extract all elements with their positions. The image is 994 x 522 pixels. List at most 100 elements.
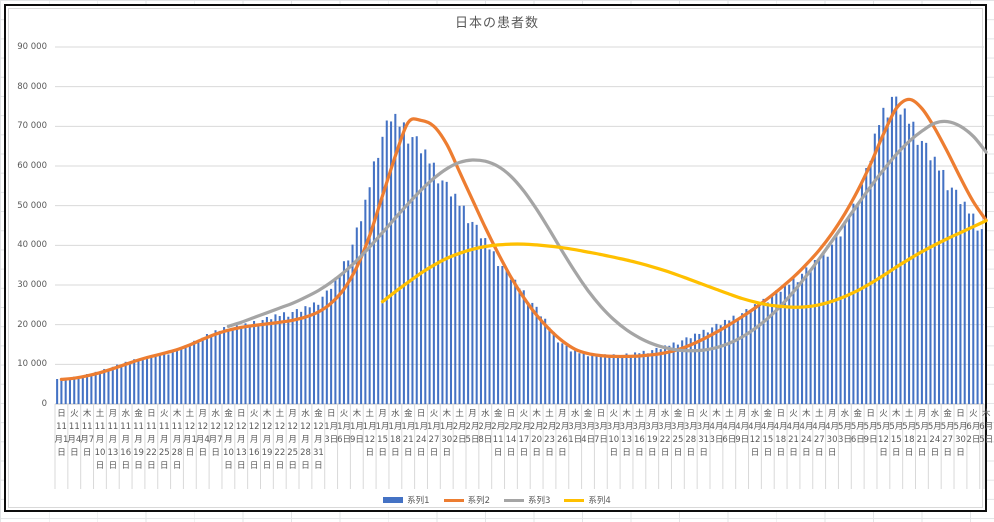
legend-item-1[interactable]: 系列1 (383, 494, 430, 506)
bar[interactable] (304, 306, 307, 404)
bar[interactable] (214, 330, 217, 404)
bar[interactable] (856, 204, 859, 404)
bar[interactable] (933, 156, 936, 404)
bar[interactable] (205, 334, 208, 404)
bar[interactable] (68, 378, 71, 404)
bar[interactable] (368, 187, 371, 404)
bar[interactable] (715, 323, 718, 404)
bar[interactable] (548, 327, 551, 404)
bar[interactable] (235, 325, 238, 404)
bar[interactable] (295, 309, 298, 404)
bar[interactable] (890, 96, 893, 405)
bar[interactable] (591, 354, 594, 404)
bar[interactable] (822, 251, 825, 404)
bar[interactable] (574, 350, 577, 404)
bar[interactable] (788, 284, 791, 404)
bar[interactable] (210, 334, 213, 404)
bar[interactable] (94, 371, 97, 404)
bar[interactable] (655, 347, 658, 404)
bar[interactable] (180, 349, 183, 404)
bar[interactable] (77, 377, 80, 404)
bar[interactable] (103, 368, 106, 404)
bar[interactable] (385, 120, 388, 405)
bar[interactable] (706, 332, 709, 404)
bar[interactable] (342, 261, 345, 404)
bar[interactable] (664, 345, 667, 404)
bar[interactable] (552, 331, 555, 404)
bar[interactable] (925, 142, 928, 405)
bar[interactable] (124, 361, 127, 404)
bar[interactable] (685, 337, 688, 404)
bar[interactable] (779, 291, 782, 404)
bar[interactable] (586, 356, 590, 404)
bar[interactable] (471, 221, 474, 404)
bar[interactable] (920, 140, 923, 404)
bar[interactable] (133, 359, 136, 404)
bar[interactable] (753, 304, 756, 404)
bar[interactable] (912, 121, 915, 405)
bar[interactable] (852, 203, 855, 404)
bar[interactable] (736, 318, 739, 404)
bar[interactable] (312, 302, 316, 404)
line-series-系列3[interactable] (226, 119, 988, 353)
bar[interactable] (334, 277, 337, 404)
bar[interactable] (338, 275, 341, 404)
bar[interactable] (419, 153, 423, 404)
bar[interactable] (462, 205, 465, 404)
bar[interactable] (518, 288, 521, 404)
bar[interactable] (522, 290, 525, 404)
bar[interactable] (745, 309, 748, 404)
bar[interactable] (527, 302, 530, 404)
bar[interactable] (955, 189, 958, 404)
bar[interactable] (351, 244, 354, 404)
bar[interactable] (818, 260, 821, 404)
bar[interactable] (398, 126, 401, 405)
bar[interactable] (668, 345, 671, 404)
bar[interactable] (711, 327, 714, 404)
bar[interactable] (886, 117, 889, 404)
bar[interactable] (163, 352, 166, 404)
bar[interactable] (830, 244, 834, 404)
bar[interactable] (141, 358, 144, 404)
bar[interactable] (407, 143, 410, 405)
bar[interactable] (672, 342, 675, 404)
bar[interactable] (492, 251, 495, 404)
line-series-系列2[interactable] (59, 97, 988, 382)
bar[interactable] (150, 357, 153, 404)
bar[interactable] (916, 144, 919, 405)
bar[interactable] (659, 349, 662, 404)
bar[interactable] (265, 317, 268, 404)
bar[interactable] (287, 316, 290, 404)
bar[interactable] (497, 266, 500, 404)
bar[interactable] (432, 162, 435, 404)
bar[interactable] (646, 353, 649, 404)
bar[interactable] (582, 352, 585, 404)
bar[interactable] (56, 379, 59, 404)
bar[interactable] (274, 314, 277, 404)
bar[interactable] (381, 136, 384, 404)
bar[interactable] (848, 218, 851, 404)
bar[interactable] (107, 369, 110, 404)
bar[interactable] (693, 333, 697, 404)
bar[interactable] (360, 221, 363, 404)
bar[interactable] (484, 238, 487, 404)
bar[interactable] (270, 319, 273, 404)
bar[interactable] (569, 351, 572, 404)
bar[interactable] (741, 313, 744, 404)
bar[interactable] (479, 238, 482, 404)
bar[interactable] (595, 354, 598, 404)
bar[interactable] (749, 310, 752, 404)
bar[interactable] (278, 316, 281, 404)
bar[interactable] (561, 343, 564, 404)
bar[interactable] (154, 354, 157, 404)
bar[interactable] (223, 327, 226, 404)
bar[interactable] (719, 325, 722, 404)
bar[interactable] (792, 277, 795, 404)
bar[interactable] (291, 312, 294, 404)
bar[interactable] (257, 324, 260, 404)
bar[interactable] (963, 201, 966, 404)
bar[interactable] (929, 160, 932, 404)
bar[interactable] (878, 125, 881, 404)
bar[interactable] (942, 169, 945, 404)
bar[interactable] (364, 199, 367, 404)
